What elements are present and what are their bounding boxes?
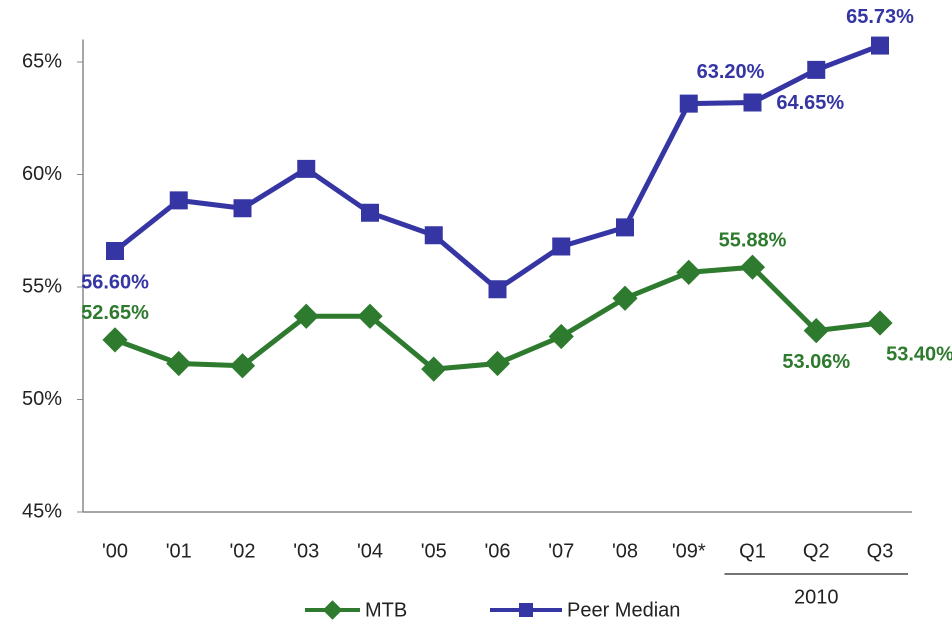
marker <box>357 303 383 329</box>
x-tick-label: '07 <box>548 540 574 562</box>
y-tick-label: 60% <box>22 163 62 185</box>
marker <box>169 191 188 210</box>
x-tick-label: Q1 <box>739 540 766 562</box>
value-label: 53.06% <box>782 351 850 373</box>
x-tick-label: '08 <box>612 540 638 562</box>
legend-label: MTB <box>365 599 407 621</box>
marker <box>297 159 316 178</box>
legend-marker <box>519 603 533 617</box>
value-label: 56.60% <box>81 271 149 293</box>
x-tick-label: '04 <box>357 540 383 562</box>
legend-label: Peer Median <box>567 599 680 621</box>
marker <box>488 280 507 299</box>
marker <box>867 310 893 336</box>
y-tick-label: 55% <box>22 275 62 297</box>
marker <box>484 350 511 377</box>
marker <box>871 36 889 55</box>
legend-marker <box>322 600 343 620</box>
marker <box>807 60 826 79</box>
x-tick-label: Q3 <box>867 540 894 562</box>
x-tick-label: Q2 <box>803 540 830 562</box>
value-label: 52.65% <box>81 302 149 324</box>
marker <box>229 353 256 379</box>
marker <box>612 285 638 311</box>
y-tick-label: 45% <box>22 500 62 522</box>
marker <box>166 350 192 377</box>
x-tick-label: '06 <box>484 540 510 562</box>
group-label: 2010 <box>794 586 839 608</box>
value-label: 53.40% <box>886 343 952 365</box>
marker <box>233 199 252 218</box>
marker <box>361 203 379 222</box>
line <box>113 43 881 293</box>
marker <box>676 259 702 285</box>
x-tick-label: '01 <box>166 540 192 562</box>
x-tick-label: '00 <box>102 540 128 562</box>
x-tick-label: '05 <box>421 540 447 562</box>
marker <box>739 254 766 280</box>
marker <box>552 237 571 256</box>
marker <box>679 94 698 113</box>
value-label: 55.88% <box>719 229 787 251</box>
value-label: 64.65% <box>776 92 844 114</box>
marker <box>424 226 443 245</box>
y-tick-label: 50% <box>22 388 62 410</box>
x-tick-label: '03 <box>293 540 319 562</box>
value-label: 63.20% <box>697 61 765 83</box>
x-tick-label: '02 <box>229 540 255 562</box>
marker <box>421 356 447 382</box>
value-label: 65.73% <box>846 6 914 28</box>
x-tick-label: '09* <box>672 540 706 562</box>
marker <box>293 303 319 329</box>
marker <box>743 93 762 112</box>
marker <box>548 323 574 350</box>
y-tick-label: 65% <box>22 50 62 72</box>
marker <box>106 242 124 260</box>
marker <box>616 218 634 237</box>
marker <box>803 318 829 344</box>
marker <box>102 327 128 353</box>
